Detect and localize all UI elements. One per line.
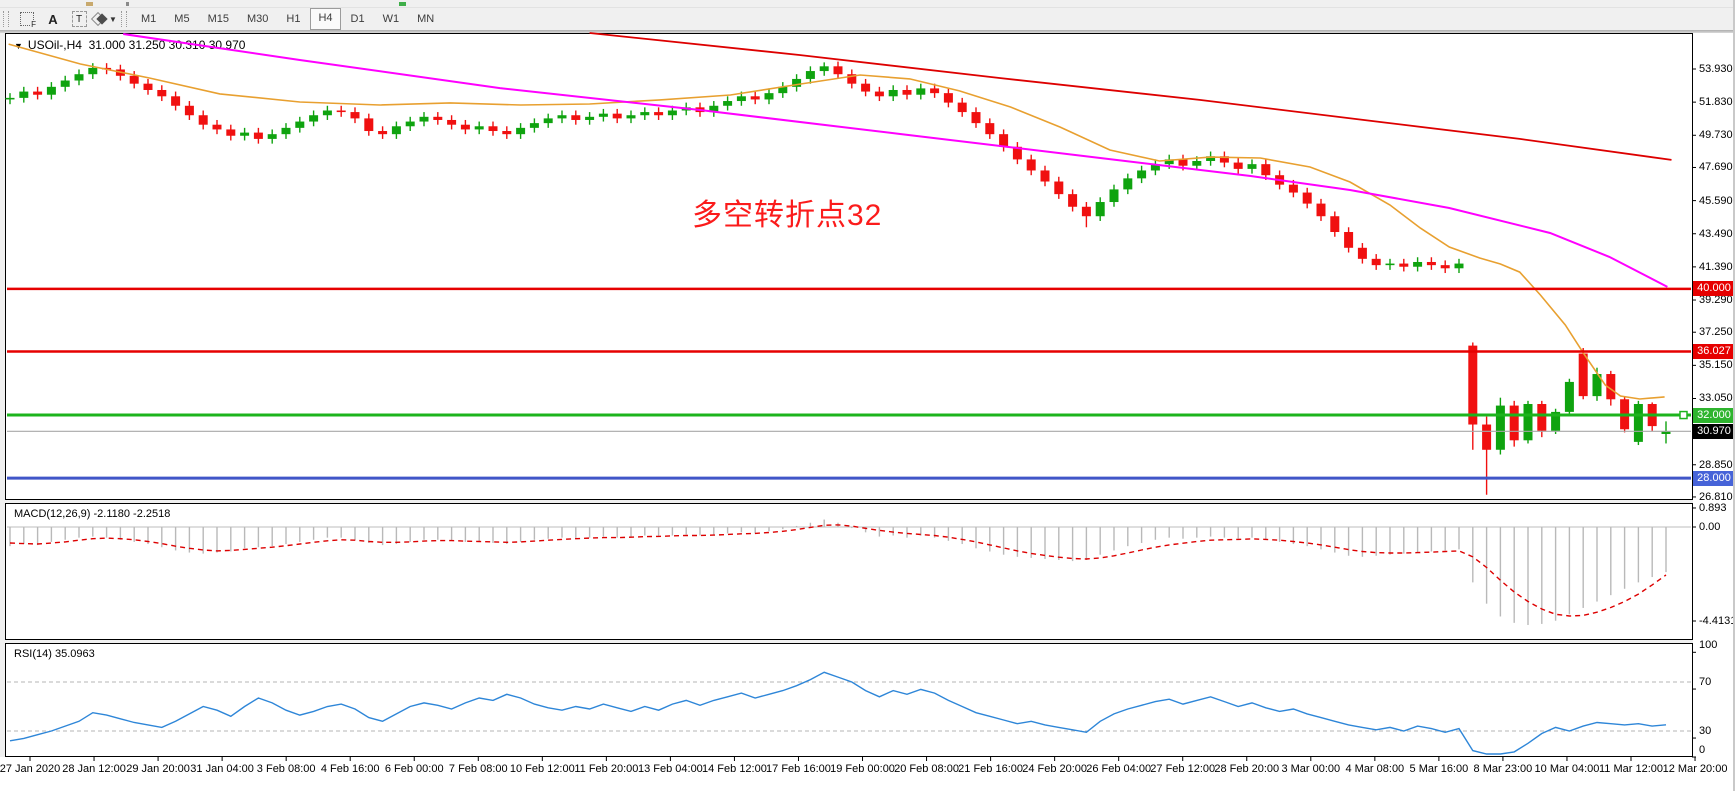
dotted-grid-icon: F	[20, 12, 37, 29]
rsi-axis-label: 30	[1699, 725, 1712, 738]
date-tick-label: 10 Mar 04:00	[1534, 763, 1600, 775]
price-tick-label: 33.050	[1699, 392, 1733, 405]
price-tick-label: 51.830	[1699, 96, 1733, 109]
shapes-dropdown-button[interactable]: ▼	[90, 9, 117, 29]
timeframe-h4-button[interactable]: H4	[310, 8, 341, 30]
date-tick-label: 11 Mar 12:00	[1598, 763, 1664, 775]
chart-toolbar: F A T ▼ M1 M5 M15 M30 H1 H4 D1 W1 MN	[0, 8, 1735, 30]
date-tick-label: 21 Feb 16:00	[958, 763, 1024, 775]
date-tick-label: 7 Feb 08:00	[448, 763, 508, 775]
rsi-axis-label: 100	[1699, 639, 1718, 652]
text-tool-button[interactable]: A	[41, 9, 65, 29]
date-tick-label: 4 Feb 16:00	[320, 763, 380, 775]
date-tick-label: 3 Feb 08:00	[256, 763, 316, 775]
price-tick-label: 39.290	[1699, 294, 1733, 307]
date-tick-label: 27 Jan 2020	[0, 763, 61, 775]
price-tick-label: 28.850	[1699, 458, 1733, 471]
toolbar-divider	[0, 30, 1735, 33]
date-tick-label: 28 Jan 12:00	[62, 763, 126, 775]
main-chart-panel[interactable]	[5, 33, 1693, 500]
chevron-down-icon: ▼	[109, 14, 117, 24]
timeframe-m1-button[interactable]: M1	[141, 13, 157, 25]
date-tick-label: 26 Feb 04:00	[1086, 763, 1152, 775]
price-tick-label: 26.810	[1699, 490, 1733, 503]
price-tick-label: 35.150	[1699, 359, 1733, 372]
date-tick-label: 20 Feb 08:00	[894, 763, 959, 775]
price-axis[interactable]: 40.000 36.027 32.000 30.970 28.000 53.930 51.8…	[1693, 33, 1735, 757]
price-tick-label: 53.930	[1699, 63, 1733, 75]
price-level-tag: 28.000	[1693, 470, 1735, 486]
chart-expander-icon[interactable]: ▼	[14, 41, 23, 51]
date-tick-label: 11 Feb 20:00	[574, 763, 639, 775]
toolbar-grip[interactable]	[3, 11, 9, 27]
price-level-tag: 32.000	[1693, 407, 1735, 423]
macd-axis-label: 0.00	[1699, 521, 1721, 533]
rsi-value: 35.0963	[54, 648, 95, 660]
price-tick-label: 41.390	[1699, 260, 1733, 273]
date-tick-label: 17 Feb 16:00	[766, 763, 831, 775]
date-tick-label: 4 Mar 08:00	[1345, 763, 1405, 775]
date-axis[interactable]: 27 Jan 2020 28 Jan 12:00 29 Jan 20:00 31 Ja…	[0, 757, 1735, 791]
rsi-indicator-panel[interactable]	[5, 643, 1693, 757]
date-tick-label: 28 Feb 20:00	[1214, 763, 1280, 775]
toolbar-speck	[399, 2, 406, 6]
toolbar-speck	[86, 2, 93, 6]
price-level-tag: 36.027	[1693, 344, 1735, 359]
chart-title-ohlc: 31.000 31.250 30.310 30.970	[88, 38, 246, 52]
date-tick-label: 3 Mar 00:00	[1281, 763, 1341, 775]
macd-axis-label: 0.893	[1699, 501, 1727, 514]
rsi-name: RSI(14)	[14, 648, 52, 660]
macd-axis-label: -4.4131	[1699, 614, 1735, 627]
indicator-grid-button[interactable]: F	[15, 9, 39, 29]
timeframe-m15-button[interactable]: M15	[207, 13, 229, 25]
date-tick-label: 6 Feb 00:00	[384, 763, 444, 775]
date-tick-label: 13 Feb 04:00	[637, 763, 703, 775]
timeframe-m30-button[interactable]: M30	[246, 13, 269, 25]
macd-indicator-panel[interactable]	[5, 503, 1693, 640]
rsi-label: RSI(14) 35.0963	[14, 648, 95, 660]
rsi-axis-label: 0	[1699, 744, 1706, 756]
window-right-edge	[1733, 0, 1735, 791]
price-tick-label: 37.250	[1699, 326, 1733, 339]
timeframe-group: M1 M5 M15 M30 H1 H4 D1 W1 MN	[132, 8, 443, 30]
timeframe-w1-button[interactable]: W1	[382, 13, 400, 25]
date-tick-label: 29 Jan 20:00	[126, 763, 190, 775]
text-label-button[interactable]: T	[67, 9, 91, 29]
date-tick-label: 10 Feb 12:00	[509, 763, 575, 775]
chart-annotation-text[interactable]: 多空转折点32	[692, 199, 883, 232]
date-tick-label: 12 Mar 20:00	[1662, 763, 1728, 775]
toolbar-grip[interactable]	[121, 11, 127, 27]
rsi-axis-label: 70	[1699, 676, 1712, 689]
price-level-tag: 30.970	[1693, 423, 1735, 439]
chart-title-symbol: USOil-,H4	[27, 38, 82, 52]
macd-name: MACD(12,26,9)	[14, 508, 91, 520]
timeframe-d1-button[interactable]: D1	[350, 13, 365, 25]
timeframe-mn-button[interactable]: MN	[417, 13, 435, 25]
clipped-upper-toolbar	[0, 0, 1735, 8]
date-tick-label: 19 Feb 00:00	[830, 763, 895, 775]
toolbar-speck	[126, 2, 129, 6]
date-tick-label: 5 Mar 16:00	[1409, 763, 1469, 775]
chart-title: ▼ USOil-,H4 31.000 31.250 30.310 30.970	[14, 38, 245, 52]
date-tick-label: 31 Jan 04:00	[190, 763, 254, 775]
price-tick-label: 47.690	[1699, 161, 1733, 174]
price-tick-label: 43.490	[1699, 227, 1733, 240]
timeframe-h1-button[interactable]: H1	[286, 13, 301, 25]
timeframe-m5-button[interactable]: M5	[174, 13, 190, 25]
date-tick-label: 27 Feb 12:00	[1150, 763, 1216, 775]
text-box-icon: T	[71, 11, 87, 27]
date-tick-label: 14 Feb 12:00	[702, 763, 767, 775]
price-tick-label: 45.590	[1699, 194, 1733, 207]
price-tick-label: 49.730	[1699, 129, 1733, 142]
date-tick-label: 8 Mar 23:00	[1473, 763, 1533, 775]
price-level-tag: 40.000	[1693, 281, 1735, 297]
macd-label: MACD(12,26,9) -2.1180 -2.2518	[14, 508, 170, 520]
letter-a-icon: A	[48, 11, 58, 27]
macd-values: -2.1180 -2.2518	[93, 508, 171, 520]
date-tick-label: 24 Feb 20:00	[1022, 763, 1088, 775]
